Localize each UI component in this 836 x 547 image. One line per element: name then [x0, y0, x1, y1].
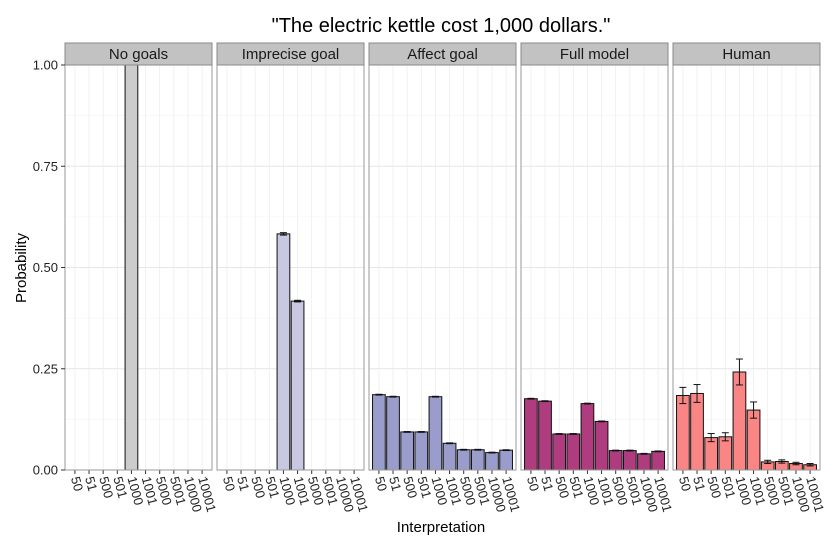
- x-tick-label: 50: [676, 475, 694, 493]
- bar: [290, 300, 305, 471]
- x-tick-label: 5000: [609, 475, 631, 507]
- x-tick-label: 1001: [595, 475, 617, 507]
- x-tick-label: 5001: [775, 475, 797, 507]
- x-tick-label: 501: [262, 475, 282, 500]
- x-axis-title: Interpretation: [397, 519, 485, 536]
- y-axis: 0.00 0.25 0.50 0.75 1.00: [33, 58, 65, 478]
- bar: [622, 450, 637, 471]
- x-tick-label: 1000: [733, 475, 755, 507]
- bar: [442, 442, 457, 471]
- facet-strip-label: Affect goal: [407, 46, 478, 63]
- x-tick-label: 1000: [581, 475, 603, 507]
- bar: [732, 371, 747, 471]
- bar: [637, 453, 651, 471]
- bar: [428, 396, 443, 471]
- facet-panel: 505150050110001001500050011000010001Huma…: [672, 42, 827, 514]
- y-tick-label: 0.75: [33, 159, 58, 174]
- x-tick-label: 1000: [277, 475, 299, 507]
- bar: [704, 437, 719, 471]
- x-tick-label: 5001: [167, 475, 189, 507]
- facet-panel: 505150050110001001500050011000010001Affe…: [368, 42, 523, 514]
- x-tick-label: 50: [372, 475, 390, 493]
- x-tick-label: 500: [552, 475, 572, 500]
- bar: [651, 450, 665, 471]
- x-tick-label: 1001: [443, 475, 465, 507]
- bar: [456, 449, 471, 471]
- bar: [524, 398, 538, 471]
- bar: [499, 449, 513, 471]
- x-tick-label: 1001: [139, 475, 161, 507]
- bar: [676, 394, 690, 471]
- x-tick-label: 1001: [747, 475, 769, 507]
- x-tick-label: 501: [110, 475, 130, 500]
- bar: [372, 394, 386, 471]
- x-tick-label: 5001: [471, 475, 493, 507]
- x-tick-label: 50: [220, 475, 238, 493]
- bar: [690, 392, 704, 471]
- facet-panel: 505150050110001001500050011000010001Impr…: [216, 42, 371, 514]
- x-tick-label: 5000: [457, 475, 479, 507]
- y-tick-label: 0.25: [33, 361, 58, 376]
- x-tick-label: 1000: [429, 475, 451, 507]
- x-tick-label: 50: [524, 475, 542, 493]
- x-tick-label: 5000: [761, 475, 783, 507]
- facet-panel: 505150050110001001500050011000010001Full…: [520, 42, 675, 514]
- facet-strip-label: No goals: [109, 46, 168, 63]
- x-tick-label: 500: [704, 475, 724, 500]
- x-tick-label: 5000: [153, 475, 175, 507]
- y-axis-title: Probability: [13, 232, 30, 303]
- facet-strip-label: Full model: [560, 46, 629, 63]
- x-tick-label: 500: [96, 475, 116, 500]
- x-tick-label: 50: [68, 475, 86, 493]
- bar: [566, 433, 581, 471]
- x-tick-label: 500: [400, 475, 420, 500]
- x-tick-label: 51: [538, 475, 556, 493]
- chart-title: "The electric kettle cost 1,000 dollars.…: [272, 15, 611, 37]
- x-tick-label: 5001: [319, 475, 341, 507]
- x-tick-label: 501: [718, 475, 738, 500]
- bar: [386, 396, 400, 471]
- x-tick-label: 5001: [623, 475, 645, 507]
- bar: [594, 420, 609, 471]
- bar: [746, 409, 761, 471]
- x-tick-label: 51: [234, 475, 252, 493]
- x-tick-label: 501: [566, 475, 586, 500]
- x-tick-label: 1001: [291, 475, 313, 507]
- bar: [124, 64, 139, 471]
- x-tick-label: 501: [414, 475, 434, 500]
- bar: [538, 400, 552, 471]
- facet-strip-label: Imprecise goal: [242, 46, 340, 63]
- x-tick-label: 5000: [305, 475, 327, 507]
- x-tick-label: 500: [248, 475, 268, 500]
- x-tick-label: 51: [386, 475, 404, 493]
- facet-strip: [216, 42, 365, 66]
- y-tick-label: 0.00: [33, 463, 58, 478]
- x-tick-label: 51: [690, 475, 708, 493]
- bar: [470, 449, 485, 471]
- y-tick-label: 0.50: [33, 260, 58, 275]
- facet-strip: [64, 42, 213, 66]
- bar: [276, 233, 291, 471]
- bar: [608, 450, 623, 471]
- bar: [400, 431, 415, 471]
- bar: [552, 433, 567, 471]
- bar: [485, 452, 499, 471]
- y-tick-label: 1.00: [33, 58, 58, 73]
- facet-strip-label: Human: [722, 46, 770, 63]
- facet-strip: [672, 42, 821, 66]
- x-tick-label: 1000: [125, 475, 147, 507]
- facet-strip: [368, 42, 517, 66]
- bar: [580, 403, 595, 471]
- bar: [718, 436, 733, 471]
- bar: [414, 431, 429, 471]
- x-tick-label: 51: [82, 475, 100, 493]
- facet-strip: [520, 42, 669, 66]
